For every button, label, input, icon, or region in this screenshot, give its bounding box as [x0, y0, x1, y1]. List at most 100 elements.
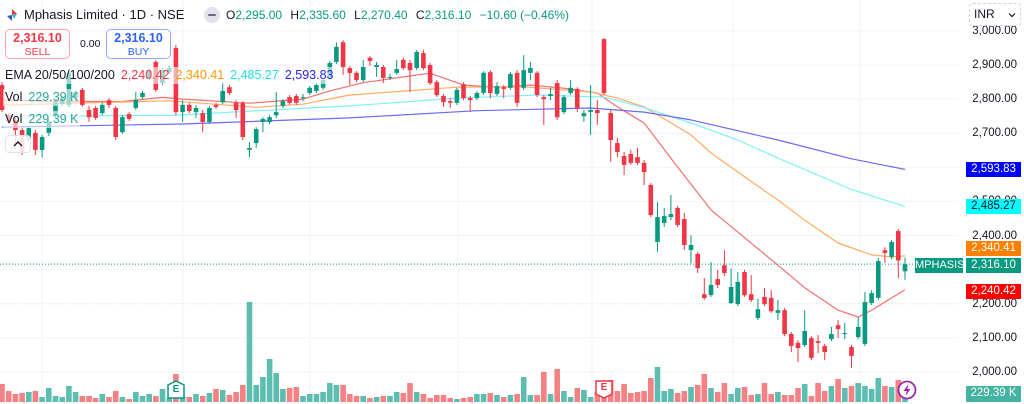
candle-down — [80, 89, 85, 105]
volume-bar — [427, 398, 433, 402]
low-label: L — [354, 8, 361, 22]
high-value: 2,335.60 — [299, 8, 346, 22]
price-tick-label: 2,000.00 — [972, 365, 1017, 378]
candle-down — [675, 207, 680, 225]
candle-down — [434, 82, 440, 96]
market-status-icon[interactable] — [204, 7, 220, 23]
candle-up — [300, 97, 306, 99]
candle-up — [508, 73, 513, 88]
volume-bar — [59, 397, 65, 402]
volume-bar — [748, 395, 754, 402]
candle-down — [641, 162, 647, 173]
candle-up — [708, 284, 714, 296]
legend-ema[interactable]: EMA 20/50/100/200 2,240.42 2,340.41 2,485.2… — [3, 67, 336, 84]
volume-bar — [888, 387, 895, 402]
symbol-title[interactable]: Mphasis Limited · 1D · NSE — [24, 7, 185, 22]
candle-down — [213, 104, 219, 107]
candle-down — [722, 265, 727, 273]
candle-up — [735, 281, 741, 305]
candle-down — [809, 338, 814, 358]
price-tick-label: 2,200.00 — [972, 297, 1017, 310]
candle-down — [227, 87, 232, 93]
candle-up — [307, 87, 312, 93]
volume-bar — [507, 395, 514, 402]
legend-volume-1[interactable]: Vol 229.39 K — [3, 89, 81, 106]
candle-up — [561, 97, 567, 113]
volume-bar — [320, 392, 326, 402]
open-value: 2,295.00 — [235, 8, 283, 22]
candle-up — [842, 333, 848, 334]
candle-down — [762, 296, 767, 305]
volume-bar — [407, 383, 413, 402]
chevron-up-icon — [13, 141, 23, 147]
volume-bar — [594, 392, 601, 402]
volume-bar — [735, 388, 741, 402]
volume-bar — [193, 394, 199, 402]
price-tick-label: 2,700.00 — [972, 127, 1017, 140]
candle-down — [126, 114, 132, 119]
volume-bar — [561, 391, 567, 402]
last-price-axis-label: 2,316.10 — [966, 258, 1021, 273]
volume-bar — [293, 387, 300, 402]
volume-bar — [66, 386, 72, 402]
candle-down — [488, 72, 493, 93]
volume-axis-label: 229.39 K — [966, 386, 1021, 402]
earnings-marker[interactable]: E — [167, 380, 185, 399]
candle-up — [220, 90, 225, 103]
currency-value: INR — [974, 7, 995, 21]
earnings-marker[interactable]: E — [595, 380, 613, 399]
volume-bar — [92, 398, 99, 402]
legend-volume-2[interactable]: Vol 229.39 K — [3, 111, 81, 128]
close-label: C — [415, 8, 425, 22]
volume-bar — [19, 393, 25, 402]
volume-bar — [815, 383, 821, 402]
volume-bar — [0, 384, 5, 402]
volume-bar — [882, 386, 888, 402]
volume-bar — [86, 396, 92, 402]
volume-bar — [694, 385, 701, 402]
currency-dropdown[interactable]: INR — [969, 3, 1021, 26]
candle-up — [588, 110, 593, 112]
candle-up — [802, 331, 807, 345]
volume-bar — [313, 394, 320, 402]
chart-canvas[interactable] — [0, 0, 958, 402]
candle-up — [267, 117, 272, 122]
candle-up — [889, 242, 894, 257]
candle-down — [635, 157, 640, 163]
candle-up — [133, 100, 139, 108]
candle-down — [595, 110, 600, 114]
volume-bar — [146, 394, 152, 402]
candle-down — [768, 297, 774, 312]
earnings-letter: E — [600, 382, 608, 393]
volume-bar — [520, 377, 527, 402]
low-value: 2,270.40 — [360, 8, 408, 22]
volume-bar — [761, 383, 768, 402]
volume-bar — [5, 391, 12, 402]
volume-bar — [52, 396, 59, 402]
candle-up — [360, 67, 366, 80]
candle-down — [93, 108, 98, 118]
volume-bar — [233, 392, 239, 402]
candle-up — [668, 214, 674, 218]
candle-down — [0, 85, 5, 110]
volume-bar — [701, 374, 708, 402]
vol-value: 229.39 K — [28, 90, 79, 104]
candle-up — [374, 65, 379, 67]
candle-down — [575, 88, 580, 108]
volume-bar — [46, 388, 52, 402]
candle-down — [467, 98, 473, 101]
candle-down — [789, 334, 794, 346]
volume-bar — [567, 397, 574, 402]
candle-up — [394, 69, 399, 73]
buy-button[interactable]: 2,316.10 BUY — [106, 29, 171, 59]
candle-down — [702, 294, 707, 298]
price-axis[interactable]: 2,000.002,100.002,200.002,400.002,500.00… — [958, 0, 1024, 402]
candle-down — [367, 57, 373, 61]
lightning-icon[interactable] — [897, 380, 917, 400]
volume-bar — [133, 392, 139, 402]
candle-up — [26, 128, 32, 140]
collapse-legend-button[interactable] — [5, 135, 31, 153]
chart-pane[interactable] — [0, 0, 958, 402]
sell-button[interactable]: 2,316.10 SELL — [5, 29, 70, 59]
candle-down — [106, 100, 112, 105]
